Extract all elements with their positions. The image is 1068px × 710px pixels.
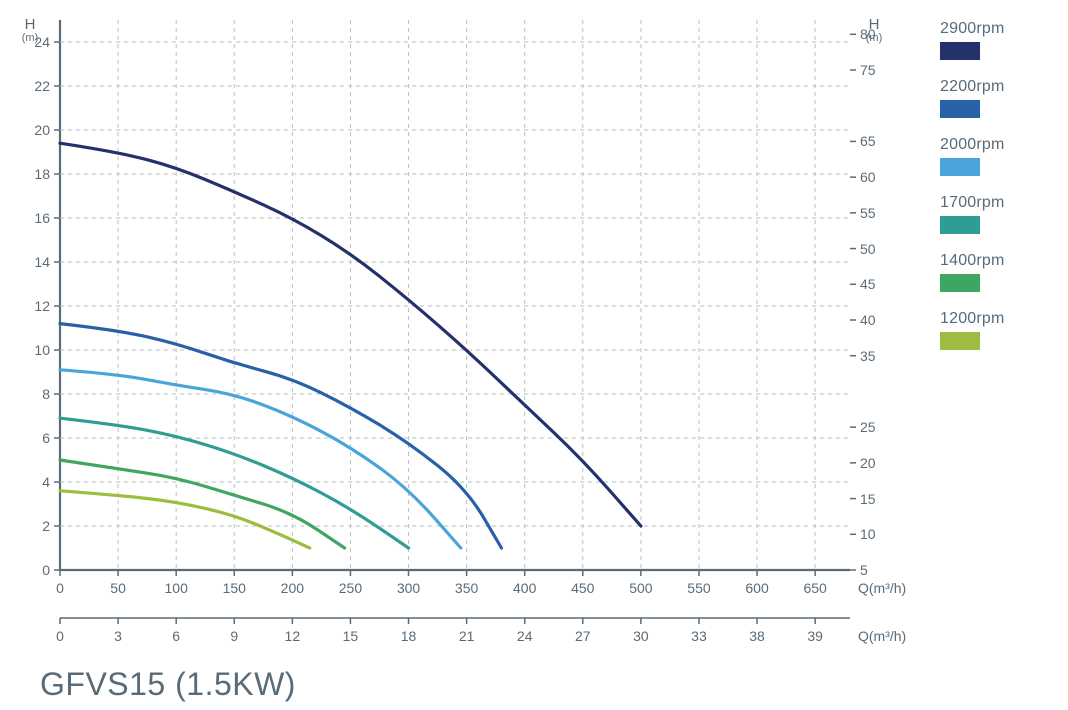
tick-label: 100 <box>164 580 187 596</box>
legend-swatch <box>940 158 980 176</box>
tick-label: 35 <box>860 348 876 364</box>
tick-label: 25 <box>860 419 876 435</box>
tick-label: 300 <box>397 580 420 596</box>
legend-label: 1700rpm <box>940 194 1005 212</box>
legend-swatch <box>940 42 980 60</box>
tick-label: 14 <box>34 254 50 270</box>
series-2000rpm <box>60 370 461 548</box>
tick-label: 200 <box>281 580 304 596</box>
tick-label: 45 <box>860 276 876 292</box>
chart-title: GFVS15 (1.5KW) <box>40 666 296 703</box>
tick-label: 15 <box>343 628 359 644</box>
tick-label: 450 <box>571 580 594 596</box>
tick-label: 2 <box>42 518 50 534</box>
tick-label: 0 <box>56 580 64 596</box>
legend-label: 1200rpm <box>940 310 1005 328</box>
series-2200rpm <box>60 324 501 548</box>
tick-label: 50 <box>110 580 126 596</box>
tick-label: 4 <box>42 474 50 490</box>
tick-label: 12 <box>285 628 301 644</box>
legend-label: 2000rpm <box>940 136 1005 154</box>
tick-label: 600 <box>745 580 768 596</box>
tick-label: 18 <box>401 628 417 644</box>
tick-label: 38 <box>749 628 765 644</box>
tick-label: 150 <box>223 580 246 596</box>
tick-label: 75 <box>860 62 876 78</box>
tick-label: Q(m³/h) <box>858 580 906 596</box>
legend-item: 1700rpm <box>940 194 1005 234</box>
legend-label: 1400rpm <box>940 252 1005 270</box>
legend-label: 2900rpm <box>940 20 1005 38</box>
series-1400rpm <box>60 460 345 548</box>
tick-label: 24 <box>517 628 533 644</box>
legend-label: 2200rpm <box>940 78 1005 96</box>
tick-label: 650 <box>803 580 826 596</box>
tick-label: (m) <box>22 32 39 44</box>
tick-label: 22 <box>34 78 50 94</box>
tick-label: (m) <box>866 32 883 44</box>
tick-label: 350 <box>455 580 478 596</box>
legend: 2900rpm 2200rpm 2000rpm 1700rpm 1400rpm 1200r… <box>940 20 1005 368</box>
legend-item: 1400rpm <box>940 252 1005 292</box>
tick-label: 65 <box>860 133 876 149</box>
legend-swatch <box>940 332 980 350</box>
chart-canvas <box>0 0 1068 710</box>
tick-label: 40 <box>860 312 876 328</box>
legend-item: 2000rpm <box>940 136 1005 176</box>
tick-label: 12 <box>34 298 50 314</box>
legend-swatch <box>940 100 980 118</box>
tick-label: 20 <box>34 122 50 138</box>
legend-item: 2200rpm <box>940 78 1005 118</box>
tick-label: 9 <box>230 628 238 644</box>
tick-label: 400 <box>513 580 536 596</box>
tick-label: 500 <box>629 580 652 596</box>
chart-wrap: 0246810121416182022245101520253540455055… <box>0 0 1068 710</box>
legend-swatch <box>940 216 980 234</box>
tick-label: 0 <box>56 628 64 644</box>
tick-label: 3 <box>114 628 122 644</box>
tick-label: 33 <box>691 628 707 644</box>
tick-label: 15 <box>860 491 876 507</box>
tick-label: 20 <box>860 455 876 471</box>
tick-label: 6 <box>172 628 180 644</box>
tick-label: H <box>869 16 880 33</box>
tick-label: 55 <box>860 205 876 221</box>
legend-item: 2900rpm <box>940 20 1005 60</box>
tick-label: 8 <box>42 386 50 402</box>
legend-swatch <box>940 274 980 292</box>
tick-label: 5 <box>860 562 868 578</box>
tick-label: 6 <box>42 430 50 446</box>
tick-label: 27 <box>575 628 591 644</box>
tick-label: 39 <box>807 628 823 644</box>
tick-label: 16 <box>34 210 50 226</box>
legend-item: 1200rpm <box>940 310 1005 350</box>
tick-label: 60 <box>860 169 876 185</box>
tick-label: 0 <box>42 562 50 578</box>
series-1200rpm <box>60 491 310 548</box>
tick-label: 250 <box>339 580 362 596</box>
tick-label: 50 <box>860 241 876 257</box>
tick-label: 21 <box>459 628 475 644</box>
tick-label: H <box>25 16 36 33</box>
tick-label: 30 <box>633 628 649 644</box>
tick-label: 550 <box>687 580 710 596</box>
tick-label: Q(m³/h) <box>858 628 906 644</box>
tick-label: 18 <box>34 166 50 182</box>
tick-label: 10 <box>860 526 876 542</box>
tick-label: 10 <box>34 342 50 358</box>
